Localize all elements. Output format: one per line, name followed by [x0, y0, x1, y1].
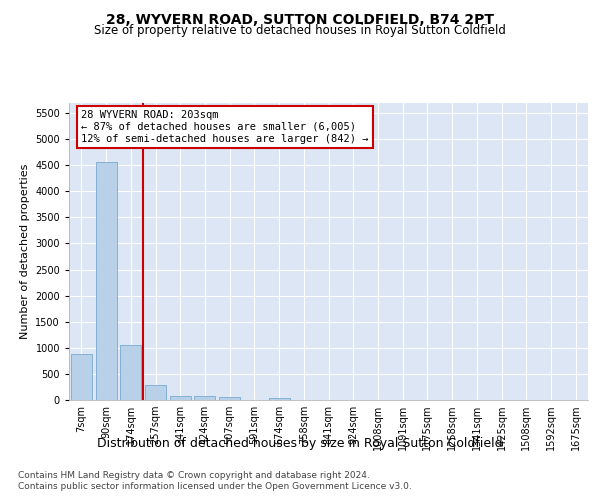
Text: Size of property relative to detached houses in Royal Sutton Coldfield: Size of property relative to detached ho… [94, 24, 506, 37]
Bar [120, 344, 141, 400]
Y-axis label: Number of detached properties: Number of detached properties [20, 164, 29, 339]
Bar [219, 398, 240, 400]
Bar [145, 385, 166, 400]
Text: Contains HM Land Registry data © Crown copyright and database right 2024.: Contains HM Land Registry data © Crown c… [18, 471, 370, 480]
Bar [194, 396, 215, 400]
Text: 28, WYVERN ROAD, SUTTON COLDFIELD, B74 2PT: 28, WYVERN ROAD, SUTTON COLDFIELD, B74 2… [106, 12, 494, 26]
Text: Distribution of detached houses by size in Royal Sutton Coldfield: Distribution of detached houses by size … [97, 438, 503, 450]
Bar [95, 162, 116, 400]
Bar [170, 396, 191, 400]
Text: Contains public sector information licensed under the Open Government Licence v3: Contains public sector information licen… [18, 482, 412, 491]
Text: 28 WYVERN ROAD: 203sqm
← 87% of detached houses are smaller (6,005)
12% of semi-: 28 WYVERN ROAD: 203sqm ← 87% of detached… [82, 110, 369, 144]
Bar [269, 398, 290, 400]
Bar [71, 354, 92, 400]
